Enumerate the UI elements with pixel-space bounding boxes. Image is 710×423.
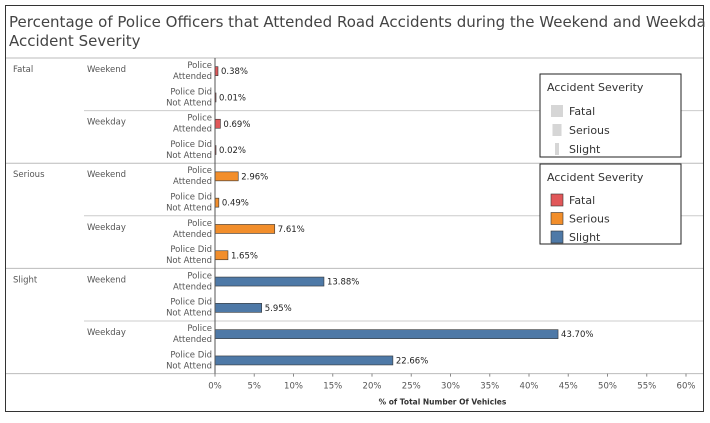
bar-value-label: 7.61% [278,225,305,235]
bar-value-label: 1.65% [231,251,258,261]
bar-chart: Percentage of Police Officers that Atten… [6,13,705,407]
row-label: Police Did [170,87,212,97]
row-label: Attended [173,230,212,240]
row-label: Not Attend [166,151,212,161]
color-legend-swatch [550,212,564,225]
x-tick-label: 10% [284,382,303,392]
color-legend-title: Accident Severity [547,171,644,184]
x-tick-label: 60% [677,382,696,392]
period-label: Weekend [87,275,126,285]
bar-slight [214,303,263,313]
x-tick-label: 35% [480,382,499,392]
x-tick-label: 25% [402,382,421,392]
bar-value-label: 22.66% [396,356,428,366]
row-label: Attended [173,125,212,135]
period-label: Weekday [87,328,126,338]
row-label: Police Did [170,350,212,360]
color-legend-swatch [550,193,564,207]
chart-frame: Percentage of Police Officers that Atten… [5,5,705,412]
row-label: Police [187,166,212,176]
row-label: Police [187,219,212,229]
severity-label: Serious [13,170,45,180]
color-legend-swatch [550,230,564,244]
bar-value-label: 0.01% [219,93,246,103]
row-label: Attended [173,72,212,82]
x-axis-title: % of Total Number Of Vehicles [379,398,507,407]
x-tick-label: 55% [637,382,656,392]
row-label: Police [187,324,212,334]
bar-value-label: 0.02% [219,146,246,156]
period-label: Weekday [87,223,126,233]
bar-fatal [214,118,221,129]
bar-slight [214,329,559,339]
row-label: Police [187,61,212,71]
size-legend-item: Slight [569,143,601,156]
size-legend-swatch [555,143,559,155]
size-legend-item: Fatal [569,105,595,118]
period-label: Weekend [87,170,126,180]
size-legend-swatch [551,105,563,117]
row-label: Police Did [170,140,212,150]
row-label: Attended [173,282,212,292]
row-label: Not Attend [166,361,212,371]
color-legend-item: Slight [569,231,601,244]
bar-serious [214,224,276,234]
x-tick-label: 50% [598,382,617,392]
color-legend-item: Serious [569,213,610,226]
row-label: Attended [173,177,212,187]
bar-value-label: 43.70% [561,330,593,340]
bar-value-label: 0.49% [222,199,249,209]
row-label: Not Attend [166,256,212,266]
severity-label: Fatal [13,65,33,75]
color-legend-box [539,163,682,245]
x-tick-label: 5% [248,382,262,392]
size-legend-swatch [552,124,562,136]
row-label: Police Did [170,298,212,308]
bar-serious [214,197,220,208]
color-legend-item: Fatal [569,194,595,207]
x-tick-label: 40% [520,382,539,392]
size-legend-title: Accident Severity [547,81,644,94]
chart-title-line: Percentage of Police Officers that Atten… [9,13,705,31]
row-label: Police Did [170,193,212,203]
bar-value-label: 0.38% [221,67,248,77]
row-label: Attended [173,335,212,345]
bar-value-label: 5.95% [265,304,292,314]
x-tick-label: 15% [323,382,342,392]
bar-value-label: 13.88% [327,278,359,288]
bar-value-label: 2.96% [241,172,268,182]
row-label: Police Did [170,245,212,255]
x-tick-label: 0% [208,382,222,392]
x-tick-label: 20% [363,382,382,392]
size-legend-box [539,73,682,158]
bar-serious [214,171,239,182]
period-label: Weekday [87,118,126,128]
bar-serious [214,250,229,261]
x-tick-label: 45% [559,382,578,392]
row-label: Not Attend [166,98,212,108]
period-label: Weekend [87,65,126,75]
severity-label: Slight [13,275,38,285]
row-label: Police [187,271,212,281]
row-label: Not Attend [166,204,212,214]
chart-title-line: Accident Severity [9,32,141,50]
row-label: Police [187,114,212,124]
x-tick-label: 30% [441,382,460,392]
size-legend-item: Serious [569,124,610,137]
bar-slight [214,355,394,366]
row-label: Not Attend [166,309,212,319]
bar-value-label: 0.69% [223,120,250,130]
bar-slight [214,276,325,287]
